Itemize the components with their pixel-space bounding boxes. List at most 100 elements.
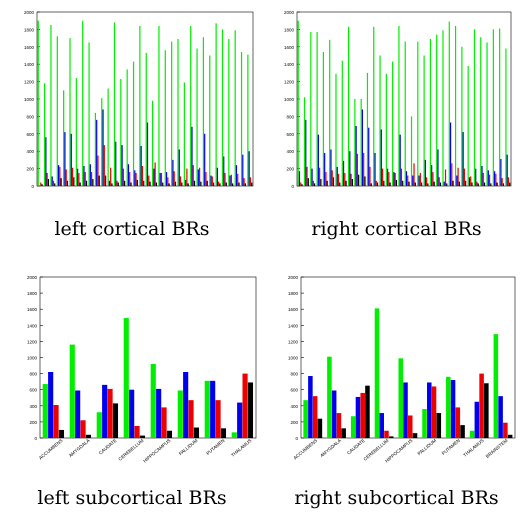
bar — [193, 427, 200, 438]
bar — [102, 384, 108, 438]
bar — [146, 122, 149, 186]
bar — [48, 371, 54, 438]
bar — [231, 432, 237, 438]
bar — [168, 183, 170, 186]
bar — [431, 386, 437, 438]
bar — [112, 403, 119, 438]
bar — [134, 425, 140, 438]
y-tick-label: 0 — [295, 436, 298, 441]
bar — [242, 373, 248, 438]
bar — [41, 184, 43, 186]
bar — [298, 171, 301, 186]
bar — [53, 405, 59, 438]
bar — [465, 180, 467, 186]
bar — [60, 178, 62, 186]
bar — [312, 396, 318, 438]
bar — [355, 396, 361, 438]
bar — [104, 175, 107, 186]
bar — [132, 61, 135, 187]
x-tick-label: PUTAMEN — [205, 438, 225, 456]
bar — [158, 25, 160, 187]
bar — [228, 38, 230, 186]
bar — [432, 172, 434, 186]
bar — [186, 168, 188, 186]
bar — [463, 168, 465, 186]
bar — [412, 433, 418, 438]
bar — [129, 389, 135, 438]
y-tick-label: 200 — [286, 167, 294, 172]
bar — [123, 318, 129, 438]
y-tick-label: 200 — [29, 420, 37, 425]
bar — [79, 182, 81, 186]
bar — [442, 30, 444, 186]
bar — [237, 402, 243, 438]
bar — [407, 175, 409, 186]
bar — [188, 400, 194, 438]
bar — [177, 38, 179, 186]
bar — [47, 179, 50, 186]
bar — [218, 181, 220, 186]
bar — [191, 126, 193, 186]
chart-right-subcortical: 0 200 400 600 800 1000 1200 1400 1600 1800 2000 ACC… — [264, 265, 529, 515]
bar — [361, 109, 364, 186]
bar — [373, 26, 375, 186]
bar — [490, 183, 492, 186]
bar — [139, 435, 146, 438]
bar — [313, 183, 316, 186]
x-tick-label: BRAINSTEM — [485, 438, 509, 459]
y-tick-label: 400 — [29, 404, 37, 409]
bar — [317, 418, 323, 438]
bar — [185, 179, 187, 186]
bar — [509, 182, 511, 186]
bar — [405, 171, 408, 186]
bar — [331, 390, 337, 438]
bar — [151, 100, 154, 186]
bar — [347, 26, 350, 186]
bar — [247, 382, 254, 438]
bar — [341, 60, 343, 186]
bar — [350, 173, 352, 186]
bar — [505, 48, 507, 186]
y-tick-label: 1800 — [27, 291, 38, 296]
y-tick-label: 1000 — [27, 356, 38, 361]
bar — [345, 180, 347, 186]
bar — [482, 172, 484, 186]
bar — [121, 145, 123, 186]
bar — [394, 172, 396, 186]
chart-right-cortical-svg: 0 200 400 600 800 1000 1200 1400 1600 1800 2000 — [284, 10, 512, 189]
bar — [507, 177, 510, 186]
bar — [399, 134, 401, 186]
bar — [230, 174, 232, 186]
bar — [379, 55, 381, 186]
bar — [224, 172, 226, 186]
x-tick-label: THALAMUS — [230, 438, 252, 458]
bar — [496, 182, 498, 186]
x-tick-label: PALLIDUM — [178, 438, 199, 456]
bar — [454, 25, 457, 187]
bar — [82, 20, 84, 187]
bar — [344, 172, 346, 186]
bar — [387, 168, 389, 186]
bar — [183, 82, 185, 186]
bar — [172, 159, 174, 186]
bar — [183, 371, 189, 438]
chart-left-cortical-svg: 0 200 400 600 800 1000 1200 1400 1600 1800 2000 — [24, 10, 254, 189]
bar — [431, 165, 433, 186]
bar — [162, 182, 164, 186]
bar — [319, 167, 321, 186]
bar — [410, 116, 413, 186]
bar — [211, 176, 213, 186]
bar — [135, 172, 137, 186]
bar — [243, 178, 245, 186]
bar — [363, 152, 365, 186]
bar — [206, 180, 208, 186]
bar — [45, 137, 47, 186]
bar — [122, 168, 124, 186]
bar — [96, 412, 102, 438]
y-tick-label: 1600 — [284, 45, 295, 50]
bar — [398, 25, 400, 187]
bar — [424, 159, 426, 186]
bar — [473, 29, 476, 187]
bar — [167, 177, 169, 186]
y-tick-label: 2000 — [27, 275, 38, 280]
